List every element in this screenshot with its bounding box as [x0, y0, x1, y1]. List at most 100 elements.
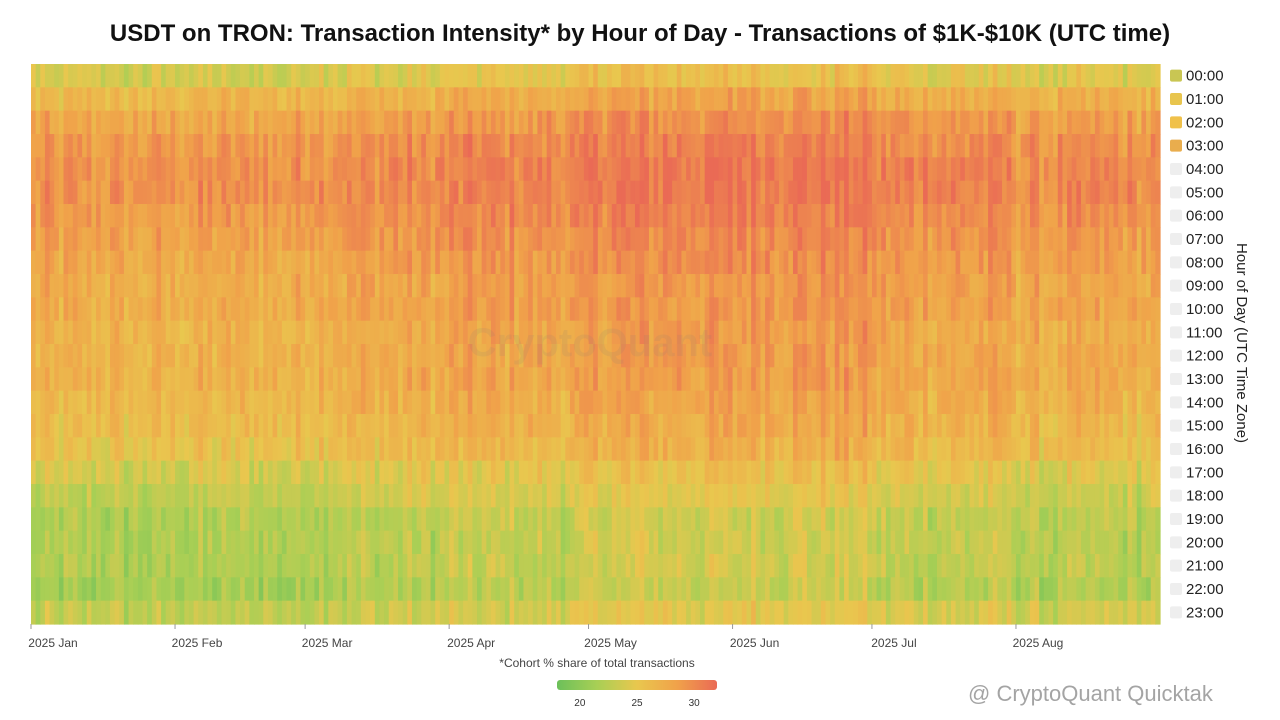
heatmap-cell — [695, 367, 701, 392]
heatmap-cell — [44, 250, 51, 275]
heatmap-cell — [398, 414, 404, 438]
heatmap-cell — [384, 274, 390, 298]
heatmap-cell — [779, 320, 785, 345]
heatmap-cell — [314, 180, 320, 205]
heatmap-cell — [137, 390, 144, 415]
heatmap-cell — [490, 87, 497, 112]
heatmap-cell — [235, 414, 241, 438]
heatmap-cell — [300, 484, 306, 508]
heatmap-cell — [788, 64, 794, 88]
heatmap-cell — [597, 297, 604, 322]
heatmap-cell — [546, 134, 552, 158]
heatmap-cell — [500, 64, 506, 88]
heatmap-cell — [300, 87, 306, 112]
heatmap-cell — [927, 437, 933, 462]
heatmap-cell — [727, 507, 734, 532]
heatmap-cell — [374, 87, 381, 112]
heatmap-cell — [955, 250, 961, 275]
heatmap-cell — [398, 530, 404, 555]
heatmap-cell — [105, 507, 111, 532]
heatmap-cell — [486, 414, 492, 438]
heatmap-cell — [430, 507, 436, 532]
heatmap-cell — [597, 110, 604, 135]
heatmap-cell — [467, 484, 473, 508]
heatmap-cell — [820, 414, 827, 438]
heatmap-cell — [686, 507, 692, 532]
heatmap-cell — [974, 460, 980, 485]
heatmap-cell — [737, 87, 743, 112]
heatmap-cell — [862, 484, 868, 508]
heatmap-cell — [388, 507, 394, 532]
heatmap-cell — [198, 554, 204, 578]
heatmap-cell — [407, 87, 413, 112]
heatmap-cell — [202, 367, 209, 392]
heatmap-cell — [249, 530, 255, 555]
heatmap-cell — [797, 134, 803, 158]
heatmap-cell — [858, 484, 864, 508]
heatmap-cell — [137, 414, 144, 438]
heatmap-cell — [416, 600, 422, 625]
heatmap-cell — [249, 274, 255, 298]
heatmap-cell — [226, 320, 232, 345]
heatmap-cell — [161, 87, 167, 112]
heatmap-cell — [267, 554, 274, 578]
heatmap-cell — [848, 554, 854, 578]
heatmap-cell — [416, 414, 422, 438]
heatmap-cell — [909, 554, 915, 578]
heatmap-cell — [662, 157, 669, 182]
heatmap-cell — [68, 134, 74, 158]
heatmap-cell — [648, 204, 655, 228]
heatmap-cell — [342, 577, 348, 602]
heatmap-cell — [741, 344, 748, 368]
heatmap-cell — [955, 180, 961, 205]
heatmap-cell — [941, 250, 947, 275]
heatmap-cell — [230, 367, 237, 392]
heatmap-cell — [86, 204, 92, 228]
heatmap-cell — [974, 367, 980, 392]
heatmap-cell — [727, 577, 734, 602]
heatmap-cell — [718, 204, 724, 228]
heatmap-cell — [68, 274, 74, 298]
heatmap-cell — [477, 437, 483, 462]
heatmap-cell — [597, 460, 604, 485]
heatmap-cell — [439, 484, 446, 508]
heatmap-cell — [151, 344, 158, 368]
heatmap-cell — [741, 507, 748, 532]
heatmap-cell — [323, 344, 329, 368]
heatmap-cell — [616, 554, 622, 578]
heatmap-cell — [314, 297, 320, 322]
heatmap-cell — [295, 87, 302, 112]
heatmap-cell — [639, 110, 645, 135]
heatmap-cell — [472, 87, 478, 112]
heatmap-cell — [774, 507, 780, 532]
heatmap-cell — [490, 204, 497, 228]
heatmap-cell — [537, 274, 543, 298]
heatmap-cell — [333, 437, 339, 462]
heatmap-cell — [453, 390, 460, 415]
heatmap-cell — [504, 344, 511, 368]
heatmap-cell — [490, 414, 497, 438]
heatmap-cell — [449, 414, 455, 438]
heatmap-cell — [49, 157, 55, 182]
heatmap-cell — [291, 600, 297, 625]
heatmap-cell — [537, 507, 543, 532]
heatmap-cell — [546, 437, 552, 462]
heatmap-cell — [430, 157, 436, 182]
heatmap-cell — [402, 460, 408, 485]
heatmap-cell — [161, 507, 167, 532]
heatmap-cell — [658, 577, 664, 602]
heatmap-cell — [490, 390, 497, 415]
heatmap-cell — [644, 157, 650, 182]
heatmap-cell — [147, 530, 153, 555]
heatmap-cell — [291, 460, 297, 485]
heatmap-cell — [681, 274, 687, 298]
heatmap-cell — [156, 414, 162, 438]
heatmap-cell — [351, 87, 357, 112]
heatmap-cell — [384, 344, 390, 368]
heatmap-cell — [44, 530, 51, 555]
heatmap-cell — [978, 250, 985, 275]
heatmap-cell — [913, 484, 920, 508]
heatmap-cell — [950, 134, 957, 158]
heatmap-cell — [198, 250, 204, 275]
heatmap-cell — [486, 110, 492, 135]
